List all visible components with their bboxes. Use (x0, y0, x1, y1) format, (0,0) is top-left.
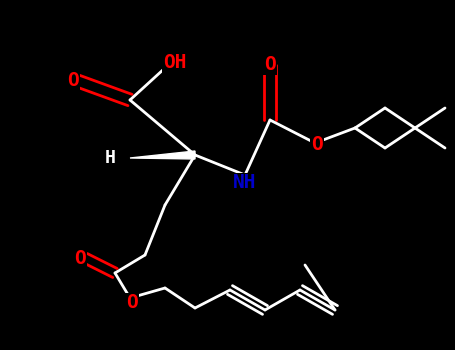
Text: H: H (105, 149, 116, 167)
Text: OH: OH (163, 54, 187, 72)
Polygon shape (130, 151, 195, 159)
Text: O: O (67, 70, 79, 90)
Text: O: O (74, 248, 86, 267)
Text: O: O (126, 294, 138, 313)
Text: O: O (264, 56, 276, 75)
Text: NH: NH (233, 174, 257, 192)
Text: O: O (311, 135, 323, 154)
